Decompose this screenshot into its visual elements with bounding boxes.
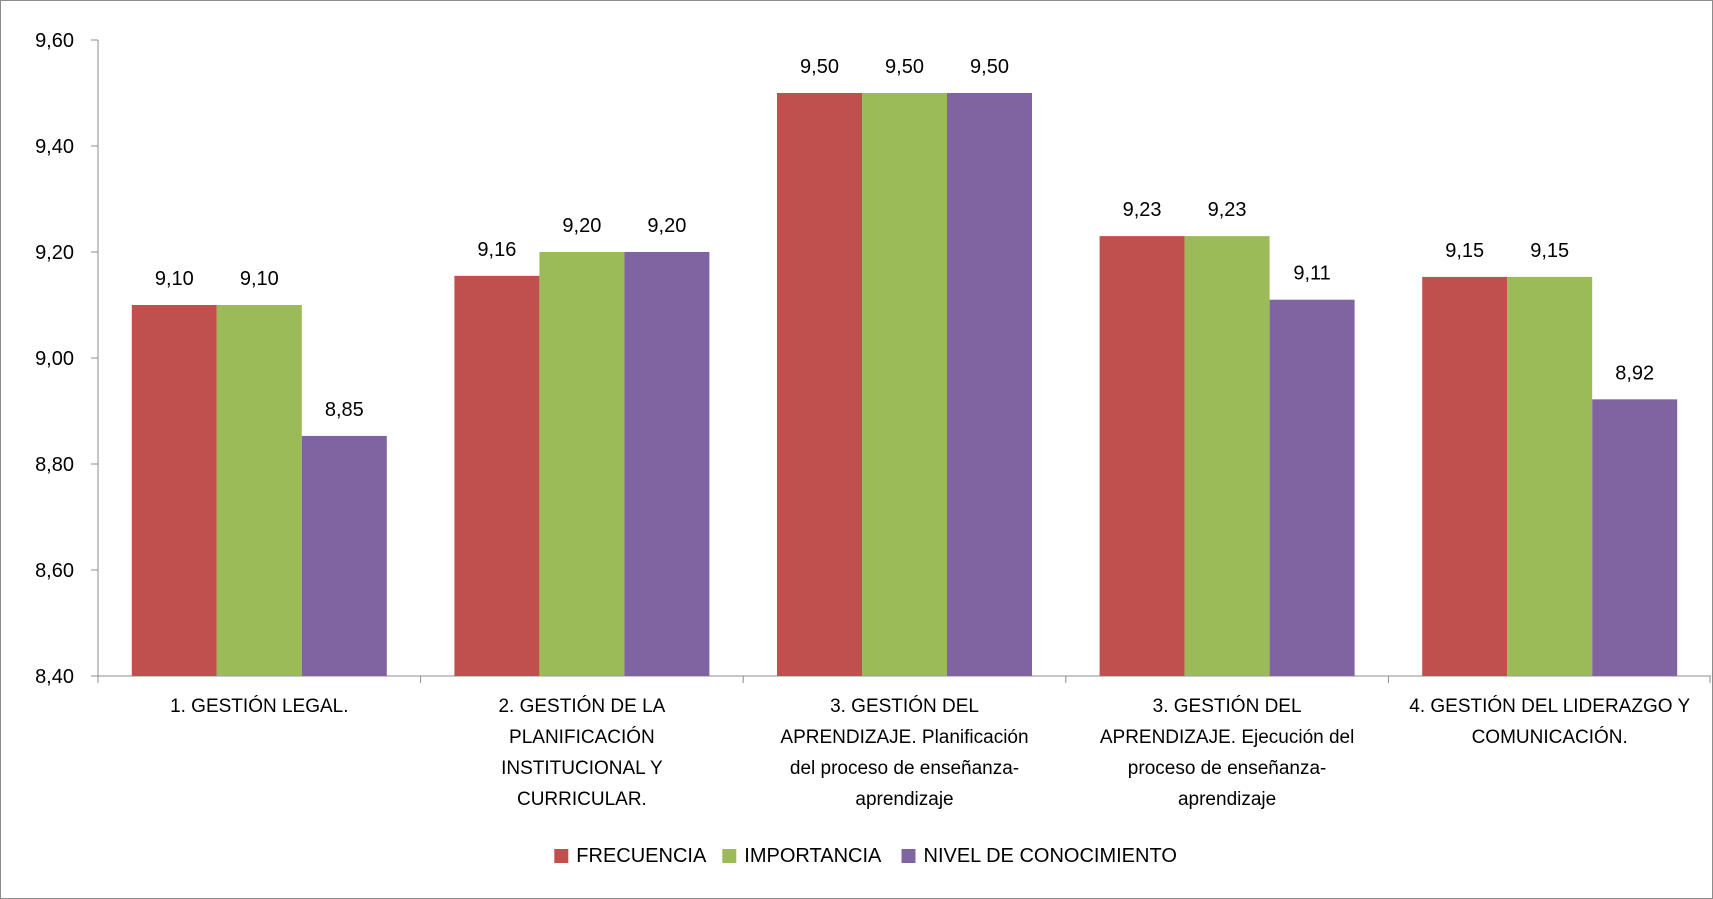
data-label: 9,50 bbox=[800, 56, 839, 78]
x-category-label: del proceso de enseñanza- bbox=[790, 758, 1019, 779]
data-label: 8,92 bbox=[1615, 362, 1654, 384]
data-label: 9,15 bbox=[1445, 240, 1484, 262]
x-category-label: 2. GESTIÓN DE LA bbox=[498, 695, 665, 717]
bar bbox=[777, 93, 862, 676]
x-category-label: PLANIFICACIÓN bbox=[509, 726, 655, 748]
legend-label: IMPORTANCIA bbox=[744, 845, 882, 867]
bar bbox=[862, 93, 947, 676]
bar bbox=[1592, 399, 1678, 676]
bar bbox=[1184, 236, 1270, 676]
y-tick-label: 9,20 bbox=[35, 242, 74, 264]
legend-swatch bbox=[901, 849, 916, 863]
data-label: 9,23 bbox=[1123, 199, 1162, 221]
x-category-label: aprendizaje bbox=[855, 789, 953, 810]
bar bbox=[454, 275, 540, 676]
bar bbox=[301, 435, 387, 676]
bar bbox=[1507, 276, 1593, 676]
data-label: 9,16 bbox=[477, 239, 516, 261]
legend-label: NIVEL DE CONOCIMIENTO bbox=[924, 845, 1177, 867]
x-category-label: 3. GESTIÓN DEL bbox=[1153, 695, 1302, 717]
data-label: 9,10 bbox=[155, 268, 194, 290]
bar bbox=[1269, 299, 1355, 676]
bar bbox=[624, 252, 710, 676]
bar bbox=[947, 93, 1032, 676]
data-label: 9,20 bbox=[562, 215, 601, 237]
x-category-label: proceso de enseñanza- bbox=[1128, 758, 1327, 779]
bar bbox=[539, 252, 625, 676]
x-category-label: APRENDIZAJE. Planificación bbox=[780, 727, 1028, 748]
data-label: 9,15 bbox=[1530, 240, 1569, 262]
x-category-label: COMUNICACIÓN. bbox=[1472, 726, 1628, 748]
x-category-label: 3. GESTIÓN DEL bbox=[830, 695, 979, 717]
x-category-label: INSTITUCIONAL Y bbox=[501, 758, 663, 779]
data-label: 9,50 bbox=[970, 56, 1009, 78]
bar bbox=[131, 305, 217, 676]
legend-label: FRECUENCIA bbox=[576, 845, 707, 867]
x-category-label: aprendizaje bbox=[1178, 789, 1276, 810]
x-category-label: 4. GESTIÓN DEL LIDERAZGO Y bbox=[1409, 695, 1690, 717]
x-category-label: 1. GESTIÓN LEGAL. bbox=[170, 695, 348, 717]
bar bbox=[1422, 276, 1508, 676]
x-category-label: CURRICULAR. bbox=[517, 789, 647, 810]
data-label: 8,85 bbox=[325, 399, 364, 421]
data-label: 9,10 bbox=[240, 268, 279, 290]
data-label: 9,11 bbox=[1293, 263, 1330, 285]
y-tick-label: 8,60 bbox=[35, 560, 74, 582]
bar bbox=[216, 305, 302, 676]
y-tick-label: 9,40 bbox=[35, 136, 74, 158]
legend-swatch bbox=[722, 849, 737, 863]
y-tick-label: 9,60 bbox=[35, 30, 74, 52]
data-label: 9,20 bbox=[647, 215, 686, 237]
x-category-label: APRENDIZAJE. Ejecución del bbox=[1100, 727, 1355, 748]
data-label: 9,23 bbox=[1208, 199, 1247, 221]
y-tick-label: 8,80 bbox=[35, 454, 74, 476]
data-label: 9,50 bbox=[885, 56, 924, 78]
bar bbox=[1099, 236, 1185, 676]
y-tick-label: 9,00 bbox=[35, 348, 74, 370]
legend-swatch bbox=[554, 849, 569, 863]
y-tick-label: 8,40 bbox=[35, 666, 74, 688]
